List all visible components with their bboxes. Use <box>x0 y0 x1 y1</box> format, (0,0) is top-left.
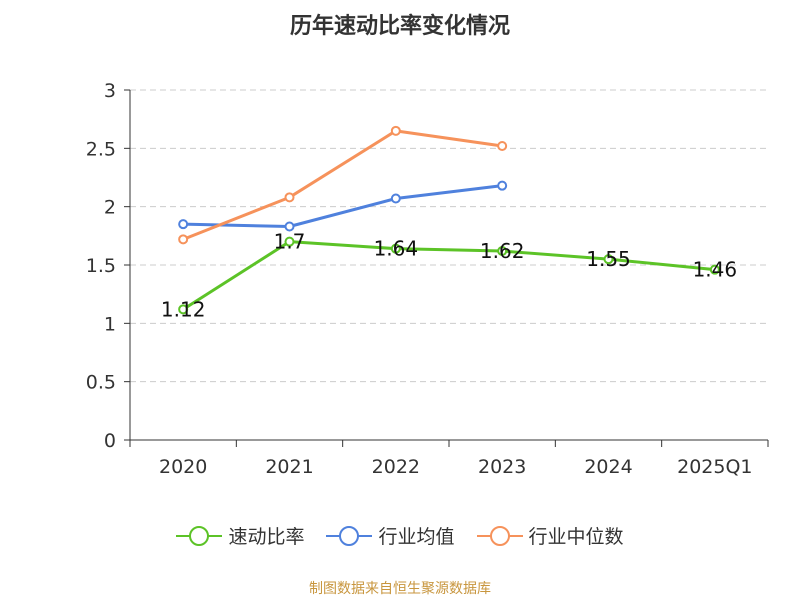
chart-title: 历年速动比率变化情况 <box>289 14 510 39</box>
y-tick-label: 1.5 <box>86 255 116 277</box>
data-point <box>603 254 614 265</box>
data-point <box>284 192 295 203</box>
y-tick-label: 2 <box>104 197 116 219</box>
data-point <box>497 141 508 151</box>
legend-item-industry-median[interactable]: 行业中位数 <box>476 522 624 549</box>
legend-item-industry-mean[interactable]: 行业均值 <box>326 522 455 549</box>
data-point <box>497 246 508 256</box>
data-point <box>390 125 401 136</box>
legend-swatch-industry-mean <box>326 524 373 548</box>
x-tick-label: 2023 <box>478 456 526 478</box>
legend-label-industry-median: 行业中位数 <box>528 526 624 548</box>
series-line <box>182 240 715 311</box>
legend-label-industry-mean: 行业均值 <box>378 526 455 548</box>
x-tick-label: 2020 <box>159 456 207 478</box>
data-label: 1.62 <box>480 239 525 263</box>
data-label: 1.7 <box>274 230 306 254</box>
y-tick-label: 3 <box>104 80 116 102</box>
y-tick-label: 0.5 <box>86 372 116 394</box>
data-point <box>390 243 401 254</box>
data-label: 1.55 <box>586 247 631 271</box>
y-tick-label: 2.5 <box>86 138 116 160</box>
data-point <box>390 193 401 204</box>
legend-label-quick-ratio: 速动比率 <box>228 526 305 548</box>
x-tick-label: 2024 <box>584 456 632 478</box>
data-point <box>178 219 189 230</box>
legend-item-quick-ratio[interactable]: 速动比率 <box>176 522 304 549</box>
data-point <box>284 221 295 232</box>
data-label: 1.64 <box>374 237 419 261</box>
data-point <box>178 304 189 315</box>
data-point <box>178 234 189 245</box>
legend-swatch-quick-ratio <box>176 524 223 548</box>
chart-legend: 速动比率 行业均值 行业中位数 <box>0 522 800 549</box>
x-tick-label: 2021 <box>265 456 313 478</box>
data-point <box>497 180 508 191</box>
y-tick-label: 1 <box>104 313 116 335</box>
data-point <box>284 236 295 247</box>
data-label: 1.12 <box>161 297 206 321</box>
series-line <box>182 129 503 241</box>
data-point <box>709 264 720 275</box>
data-source-note: 制图数据来自恒生聚源数据库 <box>309 581 491 597</box>
x-tick-label: 2025Q1 <box>677 456 752 478</box>
x-tick-label: 2022 <box>372 456 420 478</box>
series-line <box>183 184 503 228</box>
legend-swatch-industry-median <box>476 524 523 548</box>
y-tick-label: 0 <box>104 430 116 452</box>
data-label: 1.46 <box>693 258 738 282</box>
